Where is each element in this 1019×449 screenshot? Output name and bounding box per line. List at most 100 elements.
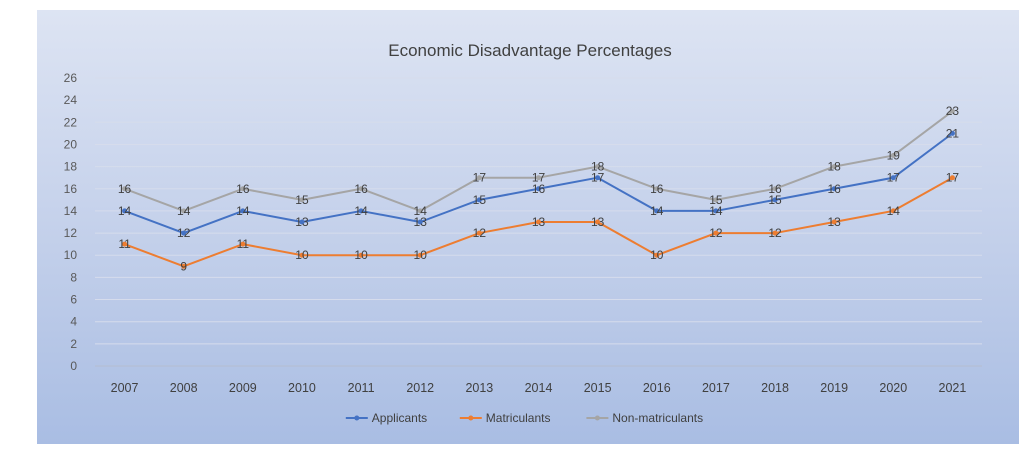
y-tick-label: 8 [70, 270, 77, 284]
data-label: 17 [887, 171, 901, 185]
x-axis-ticks: 2007 2008 2009 2010 2011 2012 2013 2014 2015 2016… [111, 381, 967, 395]
x-tick-label: 2015 [584, 381, 612, 395]
data-label: 11 [118, 237, 131, 251]
x-tick-label: 2014 [525, 381, 553, 395]
data-label: 16 [827, 182, 841, 196]
legend-item: Non-matriculants [586, 411, 703, 425]
data-label: 10 [414, 248, 428, 262]
y-tick-label: 22 [64, 115, 78, 129]
data-point [831, 219, 837, 225]
data-label: 16 [650, 182, 664, 196]
y-tick-label: 10 [64, 248, 78, 262]
data-point [122, 208, 128, 214]
legend: Applicants Matriculants Non-matriculants [345, 411, 703, 425]
data-point [949, 130, 955, 136]
data-point [476, 230, 482, 236]
y-tick-label: 26 [64, 71, 78, 85]
data-point [536, 175, 541, 181]
data-label: 18 [591, 160, 605, 174]
data-point [890, 153, 896, 159]
data-label: 16 [236, 182, 250, 196]
x-tick-label: 2016 [643, 381, 671, 395]
data-label: 18 [827, 160, 841, 174]
data-label: 14 [887, 204, 901, 218]
data-point [595, 175, 601, 181]
data-label: 17 [532, 171, 546, 185]
data-label: 21 [946, 126, 960, 140]
data-point [713, 230, 719, 236]
data-point [831, 186, 837, 192]
y-tick-label: 6 [70, 293, 77, 307]
x-tick-label: 2009 [229, 381, 257, 395]
gridlines [95, 77, 982, 367]
data-label: 14 [177, 204, 191, 218]
data-point [240, 241, 246, 247]
data-label: 15 [295, 193, 309, 207]
data-point [772, 230, 778, 236]
data-point [122, 241, 128, 247]
data-point [299, 219, 305, 225]
series-lines [122, 108, 955, 269]
legend-swatch-marker [468, 415, 474, 421]
data-label: 13 [532, 215, 546, 229]
x-tick-label: 2012 [406, 381, 434, 395]
data-label: 17 [591, 171, 605, 185]
legend-label: Matriculants [486, 411, 551, 425]
data-point [890, 208, 896, 214]
y-tick-label: 16 [64, 182, 78, 196]
legend-swatch-marker [354, 415, 360, 421]
data-point [713, 208, 719, 214]
data-label: 13 [295, 215, 309, 229]
data-point [476, 175, 482, 181]
x-tick-label: 2007 [111, 381, 139, 395]
data-point [181, 230, 187, 236]
data-point [240, 186, 246, 192]
data-label: 23 [946, 104, 960, 118]
data-label: 16 [354, 182, 368, 196]
data-label: 15 [768, 193, 782, 207]
legend-swatch-marker [594, 415, 600, 421]
data-label: 15 [709, 193, 723, 207]
y-tick-label: 20 [64, 137, 78, 151]
data-label: 16 [118, 182, 132, 196]
x-tick-label: 2017 [702, 381, 730, 395]
data-point [949, 108, 955, 114]
data-point [417, 208, 423, 214]
data-label: 14 [709, 204, 723, 218]
data-point [595, 164, 601, 170]
data-label: 17 [473, 171, 487, 185]
data-point [299, 197, 305, 203]
x-tick-label: 2018 [761, 381, 789, 395]
chart-title: Economic Disadvantage Percentages [388, 41, 672, 60]
x-tick-label: 2010 [288, 381, 316, 395]
legend-label: Non-matriculants [612, 411, 703, 425]
legend-item: Matriculants [459, 411, 551, 425]
data-point [949, 175, 955, 181]
data-label: 12 [709, 226, 723, 240]
data-label: 14 [236, 204, 250, 218]
data-label: 19 [887, 149, 901, 163]
data-point [358, 186, 364, 192]
data-point [890, 175, 896, 181]
line-chart: Economic Disadvantage Percentages 024681… [64, 41, 982, 425]
data-label: 10 [650, 248, 664, 262]
x-tick-label: 2019 [820, 381, 848, 395]
y-tick-label: 18 [64, 160, 78, 174]
data-point [654, 208, 660, 214]
data-point [417, 219, 423, 225]
data-label: 10 [354, 248, 368, 262]
data-point [772, 197, 778, 203]
data-point [536, 219, 541, 225]
data-label: 13 [591, 215, 605, 229]
x-tick-label: 2011 [348, 381, 375, 395]
data-point [713, 197, 719, 203]
data-label: 16 [768, 182, 782, 196]
data-point [358, 252, 364, 258]
data-point [831, 164, 837, 170]
legend-item: Applicants [345, 411, 427, 425]
data-point [595, 219, 601, 225]
data-point [476, 197, 482, 203]
data-label: 13 [414, 215, 428, 229]
